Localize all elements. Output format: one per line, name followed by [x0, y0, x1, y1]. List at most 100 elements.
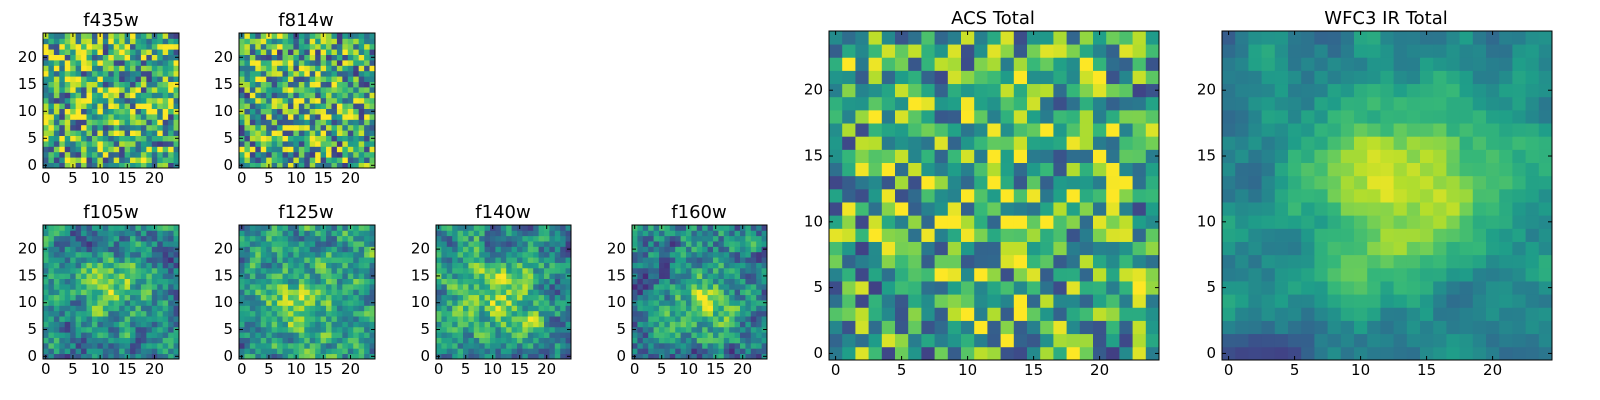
heatmap-cell — [157, 146, 164, 153]
heatmap-cell — [320, 241, 327, 247]
heatmap-cell — [1340, 320, 1355, 335]
heatmap-cell — [266, 230, 273, 237]
heatmap-cell — [1314, 188, 1328, 203]
heatmap-cell — [696, 230, 703, 237]
heatmap-cell — [369, 251, 376, 258]
heatmap-cell — [484, 294, 491, 301]
heatmap-cell — [522, 316, 529, 322]
heatmap-cell — [479, 273, 485, 279]
heatmap-cell — [353, 130, 360, 136]
heatmap-cell — [130, 65, 136, 72]
heatmap-cell — [162, 300, 169, 306]
heatmap-cell — [113, 273, 120, 279]
heatmap-cell — [734, 230, 741, 237]
y-tick-label: 10 — [804, 212, 823, 230]
heatmap-cell — [1288, 333, 1302, 348]
heatmap-cell — [1013, 44, 1028, 58]
heatmap-cell — [908, 333, 922, 348]
heatmap-cell — [468, 267, 475, 274]
heatmap-cell — [1145, 254, 1160, 269]
heatmap-cell — [718, 257, 725, 263]
heatmap-cell — [533, 321, 539, 328]
heatmap-cell — [908, 175, 922, 190]
heatmap-cell — [452, 257, 458, 263]
heatmap-cell — [135, 76, 142, 82]
heatmap-cell — [48, 225, 55, 231]
heatmap-cell — [500, 289, 507, 296]
heatmap-cell — [1248, 267, 1262, 282]
heatmap-cell — [249, 294, 256, 301]
heatmap-cell — [842, 162, 856, 177]
heatmap-cell — [500, 225, 507, 231]
heatmap-cell — [829, 136, 843, 150]
heatmap-cell — [298, 49, 305, 55]
heatmap-cell — [549, 225, 556, 231]
heatmap-cell — [293, 267, 300, 274]
heatmap-cell — [239, 87, 245, 93]
heatmap-cell — [130, 225, 136, 231]
heatmap-cell — [934, 202, 949, 216]
heatmap-cell — [309, 49, 316, 55]
heatmap-cell — [260, 103, 267, 109]
heatmap-cell — [1446, 320, 1460, 335]
heatmap-cell — [1145, 215, 1160, 229]
heatmap-cell — [91, 124, 98, 131]
heatmap-cell — [309, 342, 316, 349]
heatmap-cell — [75, 108, 82, 115]
heatmap-cell — [1499, 202, 1513, 216]
heatmap-cell — [239, 92, 245, 99]
heatmap-cell — [740, 262, 746, 269]
heatmap-cell — [1079, 228, 1094, 242]
heatmap-cell — [304, 251, 311, 258]
heatmap-cell — [560, 235, 566, 242]
heatmap-cell — [1053, 320, 1067, 335]
heatmap-cell — [331, 146, 338, 153]
heatmap-cell — [1393, 162, 1408, 177]
heatmap-cell — [255, 49, 262, 55]
heatmap-cell — [86, 76, 93, 82]
heatmap-cell — [135, 151, 142, 158]
heatmap-cell — [282, 348, 289, 355]
heatmap-cell — [113, 162, 120, 169]
heatmap-cell — [162, 241, 169, 247]
heatmap-cell — [336, 278, 343, 285]
heatmap-cell — [91, 162, 98, 169]
heatmap-cell — [1222, 202, 1236, 216]
heatmap-cell — [97, 60, 104, 66]
heatmap-cell — [1000, 136, 1015, 150]
heatmap-cell — [249, 316, 256, 322]
heatmap-cell — [637, 230, 644, 237]
heatmap-cell — [97, 326, 104, 333]
heatmap-cell — [642, 348, 649, 355]
heatmap-cell — [554, 332, 561, 338]
heatmap-cell — [140, 130, 147, 136]
heatmap-cell — [146, 305, 153, 312]
heatmap-cell — [756, 342, 762, 349]
heatmap-cell — [1235, 281, 1249, 295]
heatmap-cell — [102, 151, 109, 158]
heatmap-cell — [881, 175, 896, 190]
heatmap-cell — [527, 267, 534, 274]
heatmap-cell — [921, 346, 935, 361]
heatmap-cell — [151, 92, 158, 99]
heatmap-cell — [1040, 294, 1054, 308]
heatmap-cell — [81, 54, 87, 61]
heatmap-cell — [309, 246, 316, 253]
heatmap-cell — [173, 332, 180, 338]
heatmap-cell — [549, 241, 556, 247]
heatmap-cell — [538, 326, 545, 333]
heatmap-cell — [320, 337, 327, 344]
heatmap-cell — [119, 348, 125, 355]
heatmap-cell — [157, 267, 164, 274]
heatmap-cell — [140, 43, 147, 50]
heatmap-cell — [91, 246, 98, 253]
heatmap-cell — [255, 54, 262, 61]
heatmap-cell — [868, 175, 883, 190]
heatmap-cell — [255, 342, 262, 349]
heatmap-cell — [315, 300, 321, 306]
heatmap-cell — [934, 44, 949, 58]
heatmap-cell — [119, 310, 125, 317]
heatmap-cell — [729, 257, 735, 263]
heatmap-cell — [554, 337, 561, 344]
heatmap-cell — [151, 70, 158, 77]
